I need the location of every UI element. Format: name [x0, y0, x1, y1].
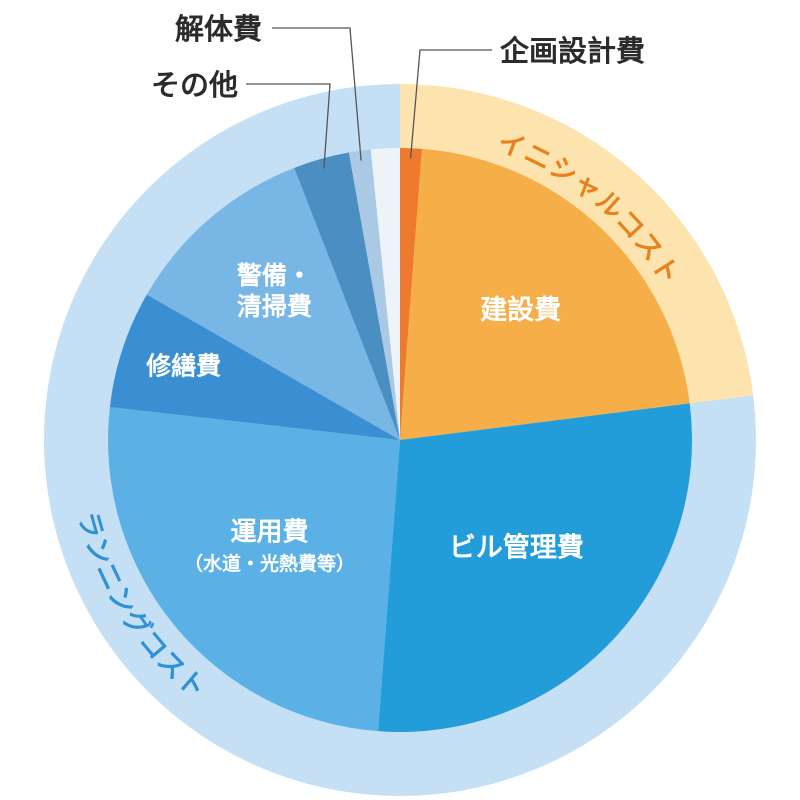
callout-label-other: その他 [151, 68, 238, 102]
callout-label-planning: 企画設計費 [500, 34, 645, 68]
leader-line-demolition [272, 27, 362, 161]
callout-label-demolition: 解体費 [175, 12, 262, 46]
slice-label-construction: 建設費 [480, 294, 561, 326]
slice-sublabel-operation: （水道・光熱費等） [184, 552, 355, 575]
leader-line-other [246, 83, 331, 169]
slice-gap [370, 148, 400, 440]
leader-line-planning [409, 49, 492, 159]
slice-construction [400, 148, 690, 440]
slice-planning [400, 148, 422, 440]
slice-other [294, 152, 400, 440]
slice-security [146, 167, 400, 440]
slice-demolition [348, 149, 400, 440]
slice-label-building_mgmt: ビル管理費 [449, 533, 584, 564]
slice-repair [109, 294, 401, 440]
slice-label-security-2: 清掃費 [237, 292, 312, 321]
pie-slices [108, 148, 693, 733]
slice-operation [108, 407, 400, 732]
slice-label-operation: 運用費 [230, 518, 308, 548]
callout-leader-lines [246, 27, 492, 169]
slice-label-repair: 修繕費 [145, 352, 221, 381]
slice-label-security-1: 警備・ [236, 261, 312, 290]
slice-building_mgmt [378, 403, 693, 733]
